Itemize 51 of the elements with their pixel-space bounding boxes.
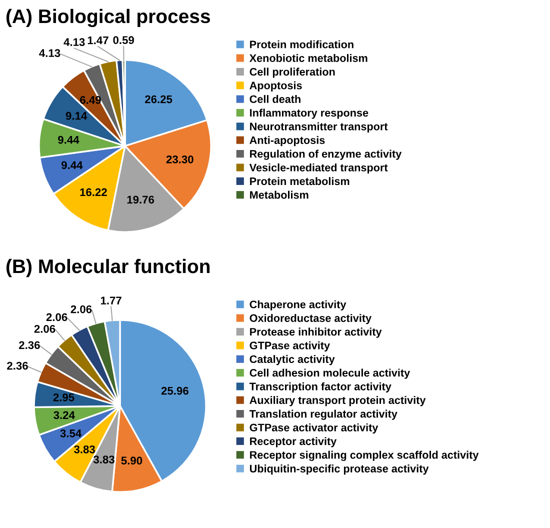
data-label: 1.47 [88,36,108,44]
data-label: 26.25 [145,95,172,104]
data-label: 2.06 [34,324,56,333]
legend-label: Ubiquitin-specific protease activity [250,464,429,475]
legend-label: Translation regulator activity [249,410,398,420]
legend-label: Vesicle-mediated transport [249,163,388,174]
data-label: 4.13 [39,49,60,58]
data-label: 25.96 [161,386,188,395]
legend-label: Neurotransmitter transport [250,122,388,132]
data-label: 2.36 [7,362,28,370]
data-label: 0.59 [113,36,134,44]
data-label: 2.06 [46,313,68,322]
legend-label: Xenobiotic metabolism [249,54,368,62]
data-label: 23.30 [166,155,194,164]
data-label: 3.83 [93,456,114,464]
data-label: 3.24 [54,411,75,420]
chart-title: (B) Molecular function [6,258,210,278]
data-label: 5.90 [121,456,142,465]
legend-label: Apoptosis [250,81,302,92]
legend-label: Transcription factor activity [249,382,392,392]
legend-label: Protein metabolism [250,177,350,186]
data-label: 9.44 [62,161,83,170]
legend-label: Receptor activity [250,437,337,448]
legend-label: Oxidoreductase activity [250,314,372,324]
chart-title: (A) Biological process [6,8,210,28]
data-label: 2.36 [19,341,40,350]
legend-label: Cell proliferation [250,68,335,78]
data-label: 9.44 [58,136,80,144]
data-label: 19.76 [127,196,154,204]
legend-label: Regulation of enzyme activity [250,150,402,160]
data-label: 1.77 [100,296,122,304]
legend-label: Catalytic activity [250,355,335,366]
legend-label: Protease inhibitor activity [250,328,382,338]
legend-label: Anti-apoptosis [250,136,325,146]
data-label: 3.83 [74,445,95,454]
legend-label: Inflammatory response [250,108,368,119]
legend-label: Metabolism [250,190,308,199]
data-label: 4.13 [64,38,85,46]
data-label: 16.22 [80,188,107,196]
legend-label: Receptor signaling complex scaffold activity [250,450,479,461]
data-label: 2.06 [70,305,92,314]
legend-label: Cell adhesion molecule activity [250,368,410,379]
legend-label: Auxiliary transport protein activity [250,396,426,406]
legend-label: GTPase activity [250,341,330,352]
legend-label: GTPase activator activity [250,423,378,434]
legend-label: Protein modification [250,40,354,48]
slice-label: Chaperone activity [250,300,346,310]
legend-label: Cell death [250,95,300,103]
data-label: 2.95 [53,393,74,402]
data-label: 9.14 [66,112,88,120]
data-label: 3.54 [60,429,82,438]
